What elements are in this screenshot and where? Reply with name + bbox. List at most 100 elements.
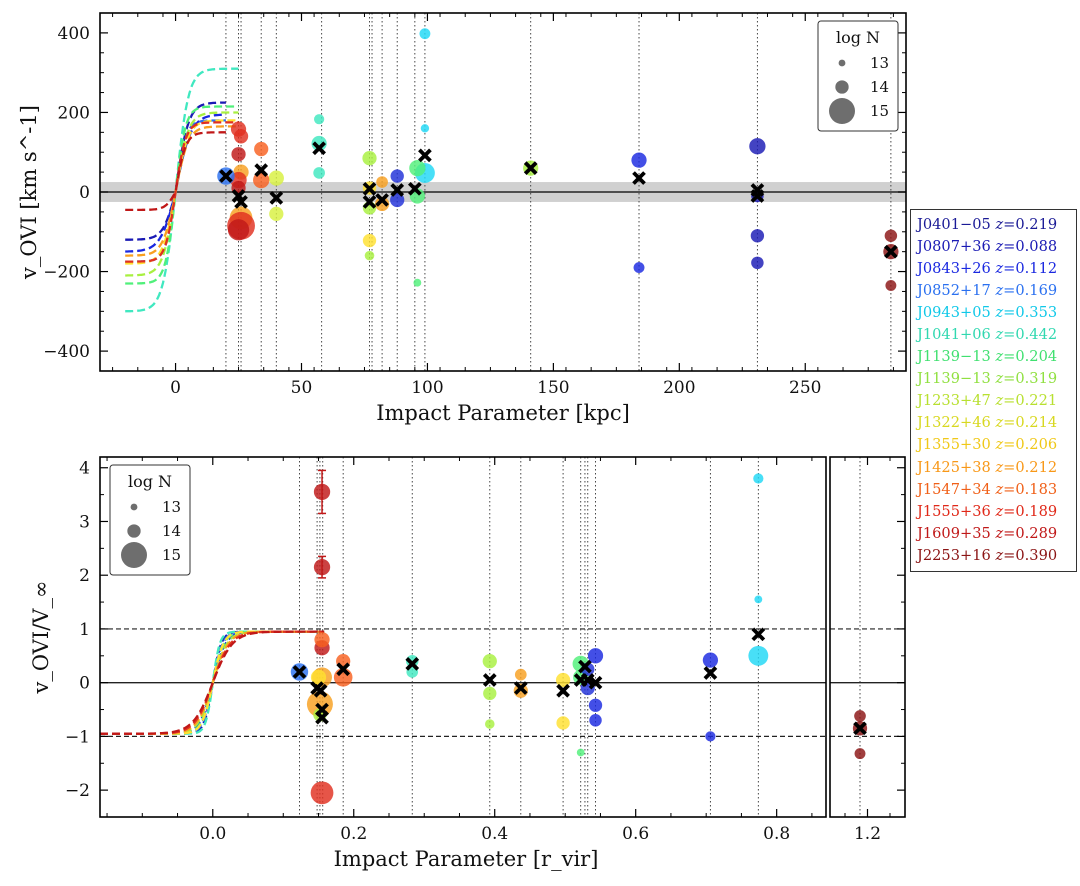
redshift-label: z= (995, 458, 1016, 476)
y-tick-label: 2 (79, 566, 90, 586)
model-cross (269, 191, 284, 205)
model-cross (884, 244, 898, 259)
size-legend-label: 15 (162, 546, 181, 564)
cross-stroke (362, 181, 377, 196)
model-cross (513, 681, 528, 695)
galaxy-legend-entry: J1609+35 z=0.289 (917, 523, 1076, 545)
redshift-label: z= (995, 502, 1016, 520)
data-point (482, 654, 497, 669)
redshift-value: 0.112 (1015, 260, 1058, 278)
redshift-label: z= (995, 370, 1016, 388)
x-tick-label: 0.2 (340, 824, 367, 844)
plot-frame (829, 456, 906, 818)
y-tick-label: 200 (58, 103, 90, 123)
galaxy-legend-entry: J1139−13 z=0.319 (917, 368, 1076, 390)
y-tick-label: 0 (79, 183, 90, 203)
redshift-value: 0.183 (1015, 480, 1058, 498)
x-tick-label: 0.4 (481, 824, 508, 844)
size-legend-label: 14 (870, 78, 889, 96)
data-point (409, 159, 426, 177)
galaxy-name: J1425+38 (917, 458, 991, 476)
data-point (705, 731, 716, 742)
cross-stroke (375, 193, 389, 207)
x-tick-label: 0.8 (763, 824, 790, 844)
model-cross (362, 181, 377, 196)
cross-stroke (269, 191, 284, 205)
data-point (884, 229, 898, 242)
galaxy-name: J1609+35 (917, 524, 991, 542)
data-point (313, 167, 325, 179)
data-point (269, 206, 284, 222)
redshift-value: 0.390 (1015, 546, 1058, 564)
data-point (750, 229, 765, 243)
data-point (314, 114, 325, 125)
rotation-curve (125, 101, 226, 241)
cross-stroke (219, 169, 233, 183)
cross-stroke (418, 148, 432, 163)
cross-stroke (405, 657, 420, 671)
galaxy-name: J1322+46 (917, 414, 991, 432)
data-point (268, 170, 284, 186)
data-point (576, 748, 585, 757)
cross-stroke (578, 659, 592, 674)
y-tick-label: −2 (65, 781, 90, 801)
model-cross (254, 163, 269, 177)
data-point (376, 176, 388, 188)
data-point (885, 280, 897, 291)
data-point (751, 256, 764, 270)
redshift-value: 0.289 (1015, 524, 1058, 542)
y-axis-label: v_OVI [km s^-1] (17, 105, 41, 280)
data-point (514, 668, 527, 681)
cross-stroke (513, 681, 528, 695)
model-cross (315, 710, 329, 725)
redshift-value: 0.189 (1015, 502, 1058, 520)
size-legend-label: 13 (162, 498, 181, 516)
galaxy-legend-entry: J1233+47 z=0.221 (917, 390, 1076, 412)
data-point (413, 278, 422, 287)
rotation-curve (125, 67, 239, 313)
galaxy-name: J0843+26 (917, 260, 991, 278)
galaxy-name: J2253+16 (917, 546, 991, 564)
size-legend-marker (835, 80, 849, 94)
model-cross (523, 161, 538, 175)
data-point (310, 669, 327, 685)
model-cross (751, 627, 766, 642)
galaxy-legend-entry: J1041+06 z=0.442 (917, 324, 1076, 346)
model-cross (588, 675, 603, 690)
data-point (587, 648, 604, 664)
galaxy-legend-entry: J1555+36 z=0.189 (917, 501, 1076, 523)
cross-stroke (588, 675, 603, 690)
y-tick-label: 0 (79, 674, 90, 694)
size-legend-title: log N (128, 472, 172, 491)
model-cross (853, 721, 867, 736)
rotation-curve (125, 105, 239, 285)
data-point (390, 169, 404, 183)
data-point (254, 141, 269, 157)
x-tick-label: 0 (170, 378, 181, 398)
model-cross (362, 195, 377, 209)
x-tick-label: 0.0 (199, 824, 226, 844)
redshift-value: 0.204 (1015, 348, 1058, 366)
cross-stroke (254, 163, 269, 177)
model-cross (405, 657, 420, 671)
redshift-label: z= (995, 216, 1016, 233)
model-cross (556, 683, 570, 698)
data-point (420, 124, 430, 133)
data-point (313, 559, 331, 576)
data-point (306, 691, 333, 718)
rotation-curve (125, 131, 226, 212)
redshift-label: z= (995, 282, 1016, 300)
cross-stroke (231, 189, 246, 203)
x-tick-label: 0.6 (622, 824, 649, 844)
model-cross (234, 195, 248, 209)
model-cross (482, 673, 497, 687)
galaxy-name: J1139−13 (917, 370, 991, 388)
cross-stroke (408, 181, 422, 196)
size-legend-marker (130, 503, 138, 511)
data-point (364, 250, 375, 261)
size-legend-title: log N (836, 28, 880, 47)
galaxy-legend-entry: J0807+36 z=0.088 (917, 236, 1076, 258)
galaxy-name: J1041+06 (917, 326, 991, 344)
data-point (362, 233, 377, 248)
